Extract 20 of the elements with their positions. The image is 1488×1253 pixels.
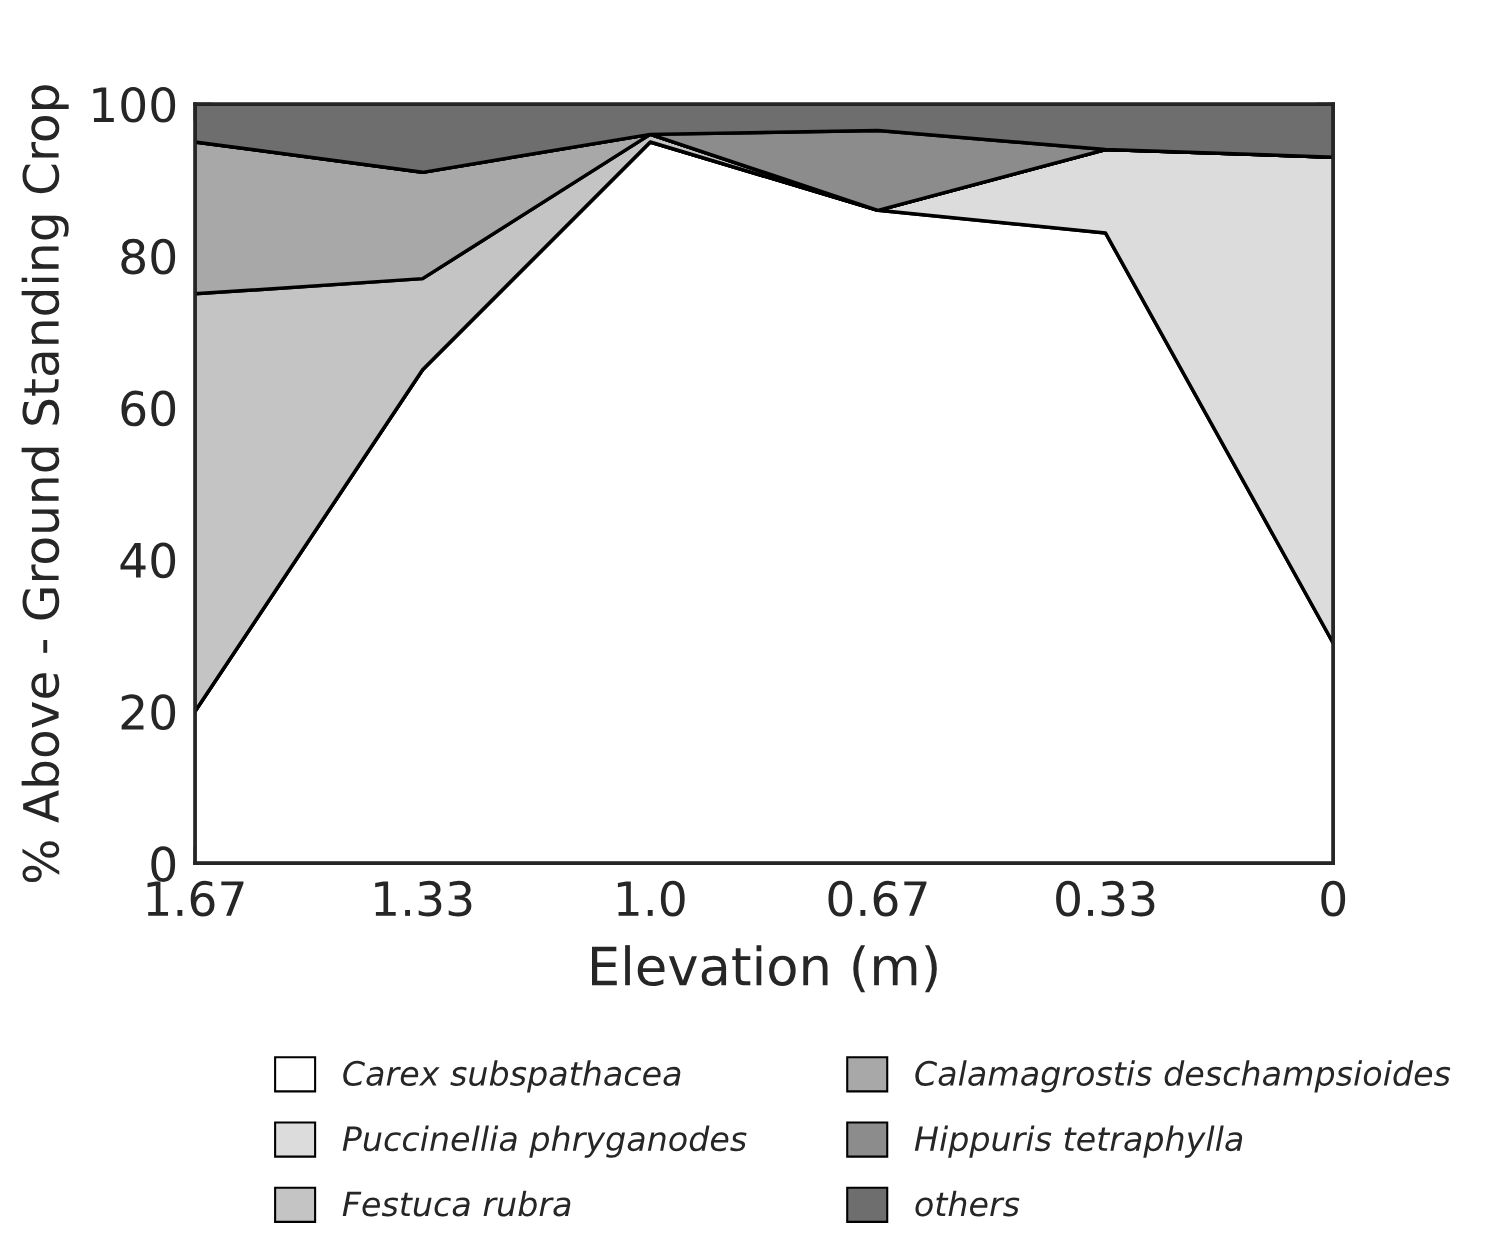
y-tick-label: 20 (121, 694, 176, 731)
legend-label: Festuca rubra (342, 1190, 571, 1217)
y-tick-label: 0 (151, 846, 176, 882)
legend-label: Puccinellia phryganodes (342, 1125, 747, 1158)
y-axis-title: % Above - Ground Standing Crop (21, 85, 69, 883)
y-tick-label: 60 (121, 390, 176, 427)
x-tick-label: 0 (1321, 880, 1346, 917)
x-tick-label: 0.33 (1056, 880, 1155, 917)
y-tick-label: 40 (120, 542, 176, 579)
y-tick-label: 80 (121, 238, 176, 275)
legend-label: Hippuris tetraphylla (914, 1125, 1243, 1158)
x-axis-title: Elevation (m) (592, 945, 937, 993)
legend-label: Calamagrostis deschampsioides (915, 1060, 1451, 1093)
x-tick-label: 1.33 (375, 880, 472, 917)
x-tick-label: 1.67 (147, 880, 244, 917)
y-tick-label: 100 (93, 86, 176, 123)
legend-label: others (915, 1190, 1020, 1217)
x-tick-label: 0.67 (828, 880, 927, 917)
x-tick-label: 1.0 (617, 880, 685, 917)
legend-label: Carex subspathacea (343, 1060, 681, 1093)
